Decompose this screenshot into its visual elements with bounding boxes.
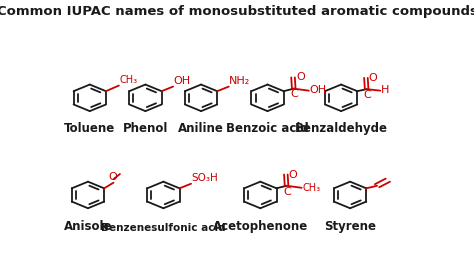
Text: Toluene: Toluene (64, 122, 115, 135)
Text: Common IUPAC names of monosubstituted aromatic compounds: Common IUPAC names of monosubstituted ar… (0, 5, 474, 17)
Text: SO₃H: SO₃H (192, 173, 219, 183)
Text: Benzenesulfonic acid: Benzenesulfonic acid (101, 223, 226, 233)
Text: CH₃: CH₃ (119, 75, 138, 85)
Text: O: O (296, 72, 305, 82)
Text: O: O (289, 170, 298, 179)
Text: CH₃: CH₃ (302, 183, 320, 193)
Text: NH₂: NH₂ (229, 76, 250, 86)
Text: C: C (283, 187, 291, 197)
Text: H: H (381, 85, 389, 95)
Text: Aniline: Aniline (178, 122, 224, 135)
Text: C: C (291, 89, 298, 99)
Text: OH: OH (173, 76, 191, 86)
Text: O: O (109, 172, 118, 182)
Text: Benzaldehyde: Benzaldehyde (295, 122, 388, 135)
Text: Anisole: Anisole (64, 219, 112, 233)
Text: Acetophenone: Acetophenone (213, 219, 308, 233)
Text: Phenol: Phenol (123, 122, 168, 135)
Text: Styrene: Styrene (324, 219, 376, 233)
Text: Benzoic acid: Benzoic acid (226, 122, 309, 135)
Text: OH: OH (309, 85, 326, 95)
Text: C: C (364, 90, 371, 100)
Text: O: O (369, 73, 378, 83)
